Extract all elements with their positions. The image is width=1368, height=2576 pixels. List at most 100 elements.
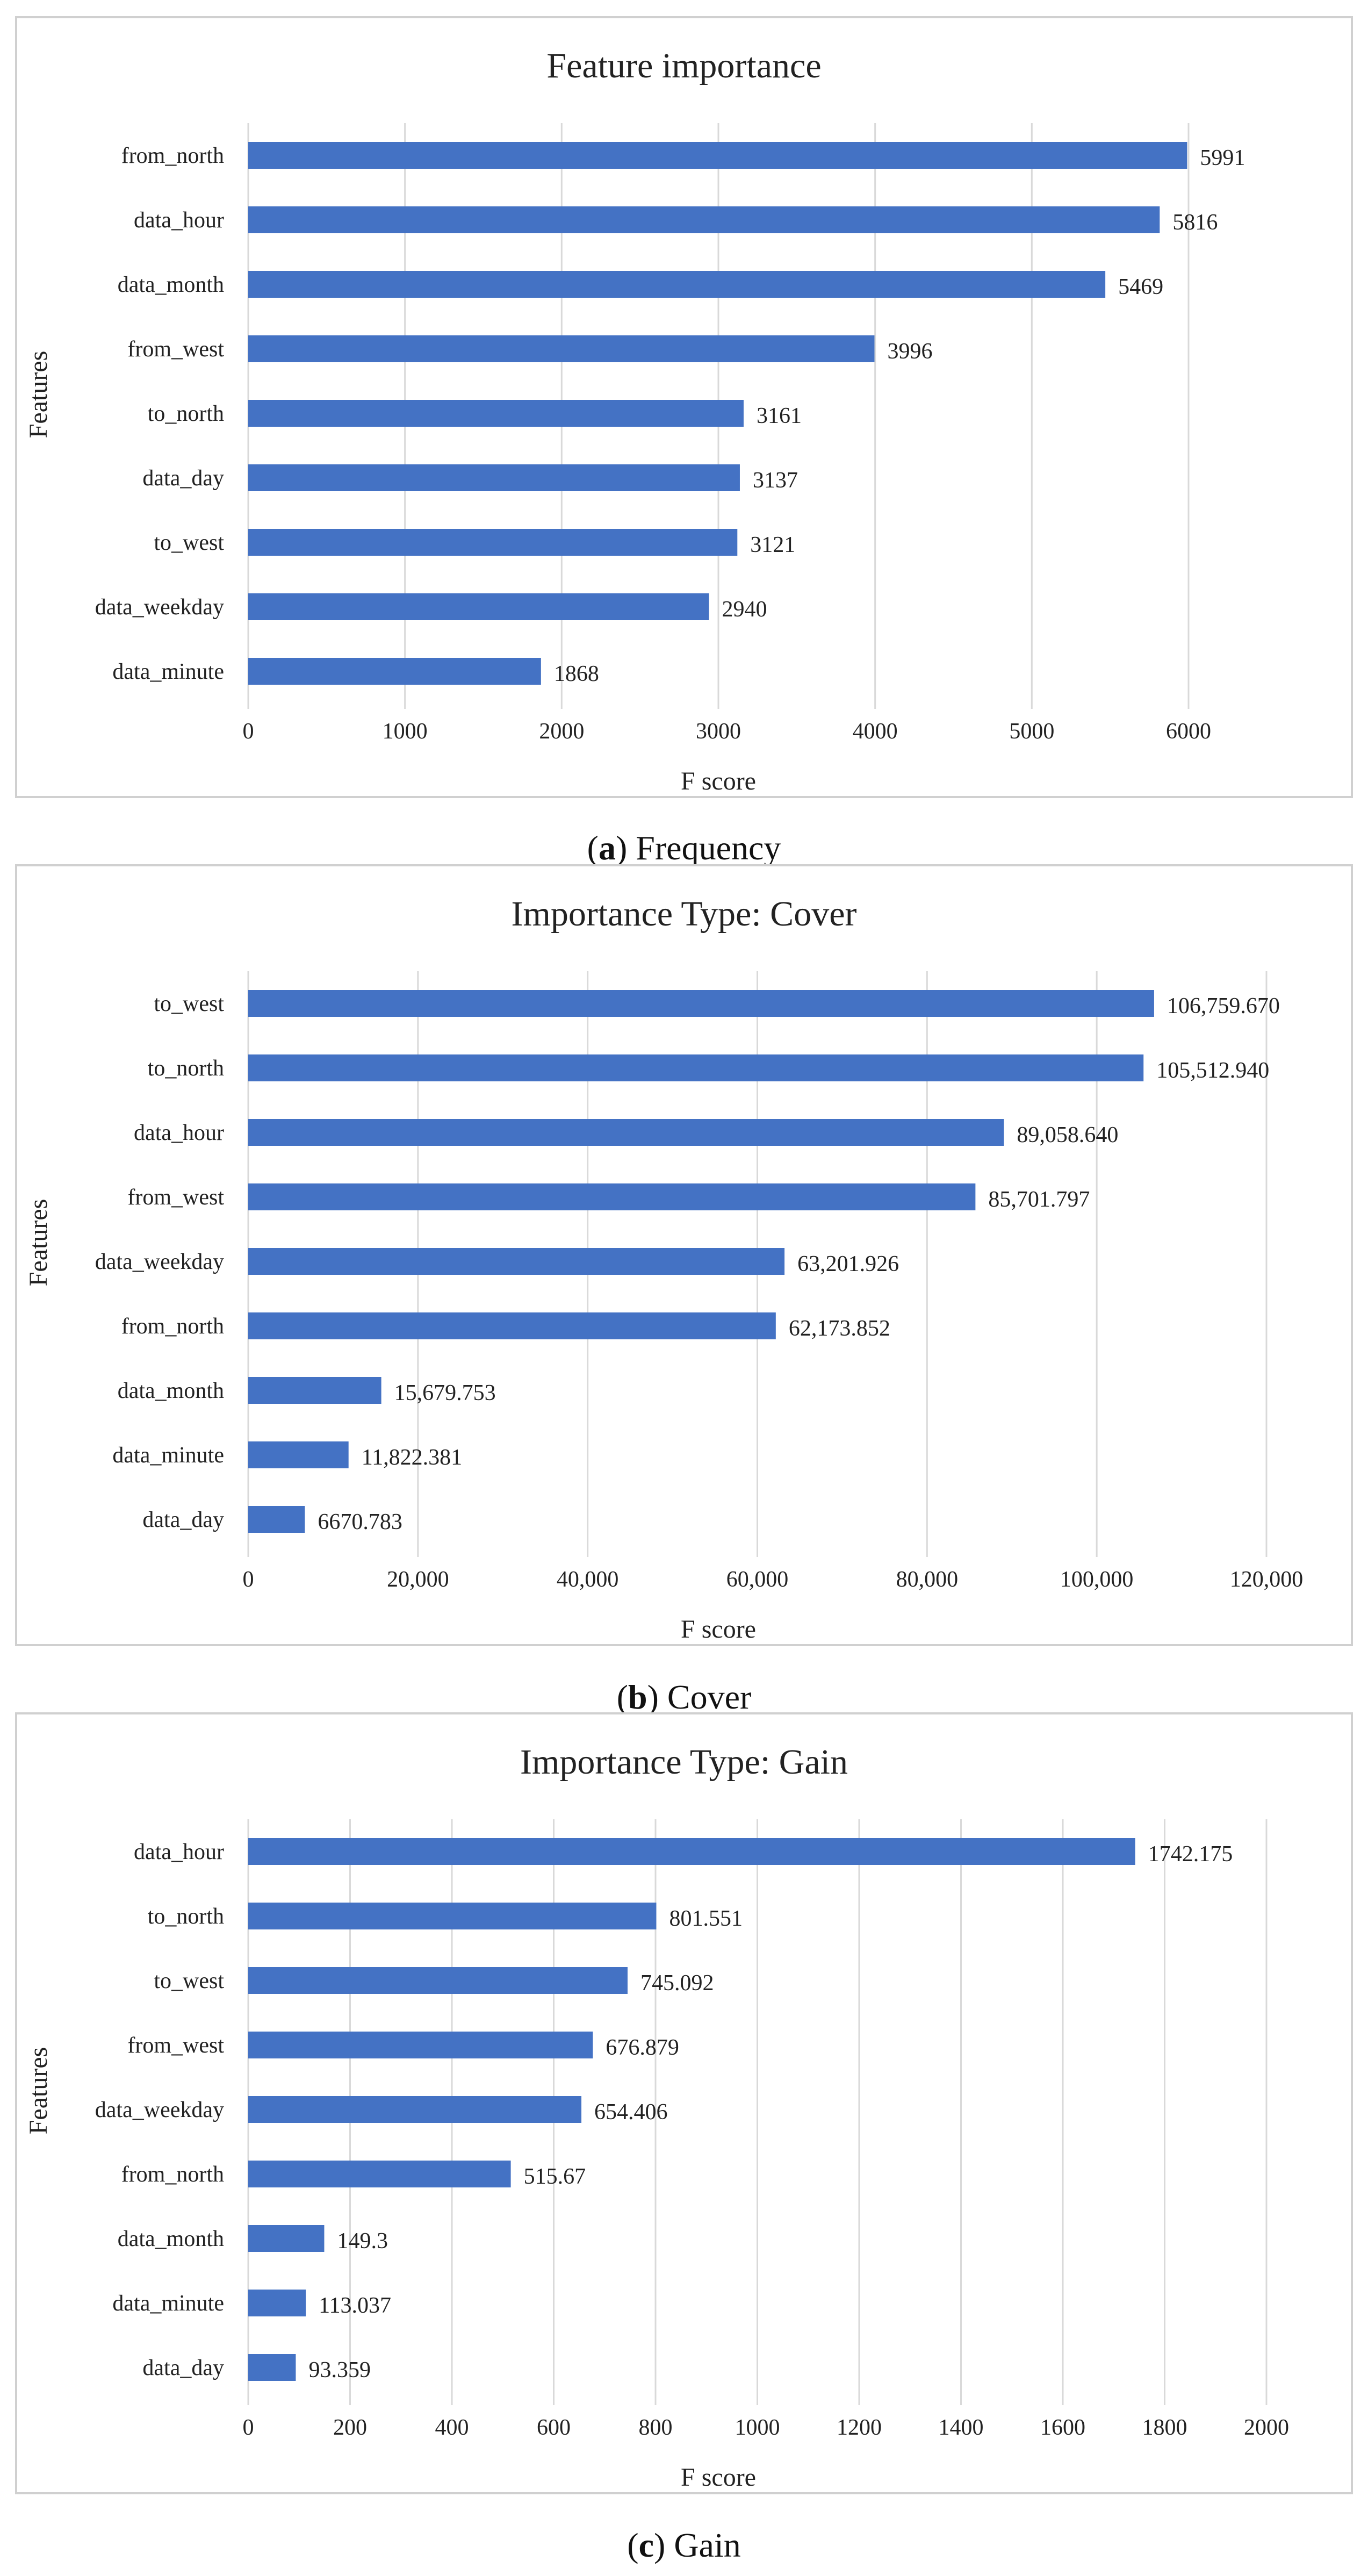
chart-panel-gain: Importance Type: Gain 0 200 400 600 800 1000 12… <box>15 1712 1353 2494</box>
y-axis-label: Features <box>24 2047 53 2135</box>
x-tick-label: 2000 <box>1244 2415 1289 2440</box>
data-label: 6670.783 <box>318 1510 402 1534</box>
data-label: 105,512.940 <box>1156 1058 1269 1083</box>
y-category-label: from_west <box>127 1185 224 1210</box>
x-tick-label: 0 <box>243 1567 254 1592</box>
x-tick-label: 5000 <box>1009 719 1054 744</box>
bar <box>248 990 1154 1017</box>
data-label: 5816 <box>1172 210 1218 235</box>
bar <box>248 1183 976 1210</box>
caption-gain: (c) Gain <box>627 2526 741 2564</box>
bar <box>248 1312 776 1339</box>
x-axis-label: F score <box>681 767 756 795</box>
bar <box>248 2032 593 2058</box>
caption-text: Cover <box>667 1678 752 1716</box>
x-tick-label: 80,000 <box>896 1567 959 1592</box>
caption-letter: b <box>628 1678 647 1716</box>
bar <box>248 1054 1144 1081</box>
bar <box>248 206 1160 233</box>
data-label: 85,701.797 <box>988 1187 1090 1212</box>
data-label: 5991 <box>1200 146 1245 170</box>
bar <box>248 1506 305 1533</box>
y-category-label: data_day <box>142 1508 224 1532</box>
data-label: 149.3 <box>337 2229 388 2254</box>
x-tick-label: 6000 <box>1166 719 1211 744</box>
y-category-label: from_west <box>127 2033 224 2058</box>
y-category-label: data_month <box>118 272 224 297</box>
y-category-label: to_west <box>154 992 224 1016</box>
x-tick-label: 0 <box>243 2415 254 2440</box>
data-label: 62,173.852 <box>789 1316 890 1341</box>
chart-svg-frequency: Feature importance 0 1000 2000 3000 4000 5000 6… <box>24 46 1245 795</box>
bar <box>248 658 541 685</box>
data-label: 3161 <box>757 404 802 428</box>
x-tick-label: 1000 <box>383 719 428 744</box>
data-label: 63,201.926 <box>797 1252 899 1276</box>
data-label: 1868 <box>554 662 599 686</box>
chart-title: Importance Type: Gain <box>520 1742 848 1782</box>
y-axis-label: Features <box>24 351 53 439</box>
data-label: 11,822.381 <box>362 1445 462 1470</box>
x-tick-label: 0 <box>243 719 254 744</box>
x-tick-label: 1600 <box>1040 2415 1085 2440</box>
y-category-label: from_north <box>121 1314 224 1339</box>
chart-panel-cover: Importance Type: Cover 0 20,000 40,000 60,00… <box>15 864 1353 1646</box>
caption-frequency: (a) Frequency <box>587 829 781 867</box>
bar <box>248 400 744 427</box>
x-axis-label: F score <box>681 2463 756 2492</box>
bar <box>248 142 1187 169</box>
data-label: 2940 <box>722 597 767 622</box>
y-category-label: data_weekday <box>95 1250 224 1274</box>
data-label: 93.359 <box>308 2358 371 2383</box>
chart-panel-frequency: Feature importance 0 1000 2000 3000 4000 5000 6… <box>15 16 1353 798</box>
bar <box>248 529 738 556</box>
y-category-label: data_minute <box>112 1443 224 1468</box>
y-category-label: data_hour <box>134 1840 224 1864</box>
data-label: 654.406 <box>594 2100 668 2125</box>
y-category-label: data_day <box>142 466 224 491</box>
y-category-label: data_weekday <box>95 2098 224 2122</box>
bar <box>248 1967 628 1994</box>
x-tick-label: 1200 <box>837 2415 882 2440</box>
chart-title: Feature importance <box>546 46 821 85</box>
bar <box>248 1248 785 1275</box>
caption-cover: (b) Cover <box>616 1678 752 1716</box>
bar <box>248 1441 349 1468</box>
data-label: 3121 <box>750 533 795 557</box>
x-axis-label: F score <box>681 1615 756 1644</box>
x-tick-label: 3000 <box>696 719 741 744</box>
x-tick-label: 200 <box>333 2415 367 2440</box>
caption-text: Frequency <box>636 829 781 867</box>
y-category-label: from_north <box>121 143 224 168</box>
bar <box>248 2096 582 2123</box>
caption-letter: a <box>598 829 616 867</box>
x-tick-label: 600 <box>537 2415 571 2440</box>
bar <box>248 2225 325 2252</box>
x-tick-label: 120,000 <box>1230 1567 1304 1592</box>
x-tick-label: 1400 <box>939 2415 984 2440</box>
y-category-label: to_north <box>148 401 224 426</box>
caption-letter: c <box>638 2526 654 2564</box>
y-category-label: to_north <box>148 1056 224 1081</box>
y-category-label: to_north <box>148 1904 224 1929</box>
y-axis-label: Features <box>24 1199 53 1287</box>
data-label: 3996 <box>888 339 933 364</box>
data-label: 3137 <box>753 468 798 493</box>
y-category-label: data_month <box>118 2227 224 2251</box>
y-category-label: from_north <box>121 2162 224 2187</box>
x-tick-label: 40,000 <box>557 1567 619 1592</box>
y-category-label: data_weekday <box>95 595 224 620</box>
x-tick-label: 1800 <box>1142 2415 1187 2440</box>
data-label: 106,759.670 <box>1167 994 1280 1018</box>
chart-svg-gain: Importance Type: Gain 0 200 400 600 800 1000 12… <box>24 1742 1289 2492</box>
x-tick-label: 60,000 <box>726 1567 789 1592</box>
y-category-label: data_hour <box>134 1121 224 1145</box>
x-tick-label: 100,000 <box>1060 1567 1134 1592</box>
data-label: 5469 <box>1118 275 1163 299</box>
bar <box>248 2161 511 2187</box>
y-category-label: data_day <box>142 2356 224 2380</box>
bar <box>248 2354 296 2381</box>
y-category-label: to_west <box>154 530 224 555</box>
caption-text: Gain <box>674 2526 741 2564</box>
data-label: 515.67 <box>524 2164 586 2189</box>
